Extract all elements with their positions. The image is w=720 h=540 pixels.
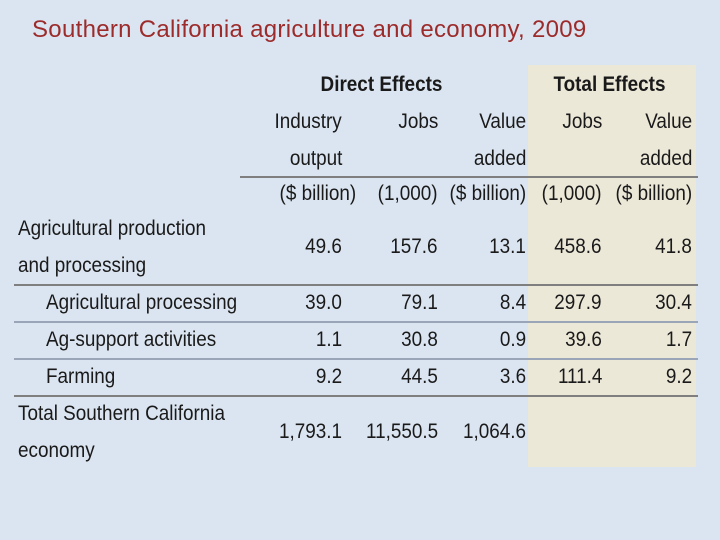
cell-total-jobs: 297.9 bbox=[554, 291, 602, 314]
col-industry-header-line2: output bbox=[289, 147, 342, 170]
unit-industry: ($ billion) bbox=[279, 182, 356, 205]
cell-total-value: 41.8 bbox=[655, 235, 692, 258]
cell-jobs: 11,550.5 bbox=[365, 420, 438, 443]
row-label-line2: and processing bbox=[18, 254, 147, 277]
cell-total-value: 9.2 bbox=[665, 365, 692, 388]
cell-jobs: 157.6 bbox=[390, 235, 438, 258]
economy-table: Direct Effects Total Effects Industry Jo… bbox=[14, 65, 698, 467]
cell-output: 1,793.1 bbox=[278, 420, 342, 443]
unit-jobs: (1,000) bbox=[378, 182, 438, 205]
row-label: Agricultural processing bbox=[46, 291, 238, 314]
cell-total-jobs: 111.4 bbox=[557, 365, 602, 388]
col-value-header-line2: added bbox=[473, 147, 526, 170]
cell-value: 0.9 bbox=[499, 328, 526, 351]
cell-value: 1,064.6 bbox=[462, 420, 526, 443]
cell-jobs: 30.8 bbox=[401, 328, 438, 351]
col-industry-header: Industry bbox=[274, 110, 342, 133]
unit-total-jobs: (1,000) bbox=[542, 182, 602, 205]
direct-effects-header: Direct Effects bbox=[320, 73, 442, 96]
unit-value: ($ billion) bbox=[449, 182, 526, 205]
row-label: Agricultural production bbox=[18, 217, 207, 240]
cell-total-jobs: 39.6 bbox=[565, 328, 602, 351]
header-divider bbox=[240, 176, 698, 178]
row-divider bbox=[14, 284, 698, 286]
cell-output: 39.0 bbox=[305, 291, 342, 314]
cell-value: 8.4 bbox=[499, 291, 526, 314]
col-total-jobs-header: Jobs bbox=[562, 110, 602, 133]
cell-total-jobs: 458.6 bbox=[554, 235, 602, 258]
row-label-line2: economy bbox=[18, 439, 95, 462]
unit-total-value: ($ billion) bbox=[615, 182, 692, 205]
col-total-value-header: Value bbox=[645, 110, 692, 133]
page-title: Southern California agriculture and econ… bbox=[32, 16, 587, 43]
col-value-header: Value bbox=[479, 110, 526, 133]
cell-total-value: 30.4 bbox=[655, 291, 692, 314]
row-label: Farming bbox=[46, 365, 116, 388]
total-effects-background bbox=[528, 65, 696, 467]
row-label: Total Southern California bbox=[18, 402, 225, 425]
col-jobs-header: Jobs bbox=[398, 110, 438, 133]
cell-jobs: 79.1 bbox=[401, 291, 438, 314]
cell-value: 3.6 bbox=[499, 365, 526, 388]
row-divider bbox=[14, 358, 698, 360]
cell-output: 9.2 bbox=[315, 365, 342, 388]
cell-value: 13.1 bbox=[489, 235, 526, 258]
cell-jobs: 44.5 bbox=[401, 365, 438, 388]
cell-output: 49.6 bbox=[305, 235, 342, 258]
cell-total-value: 1.7 bbox=[665, 328, 692, 351]
col-total-value-header-line2: added bbox=[639, 147, 692, 170]
cell-output: 1.1 bbox=[315, 328, 342, 351]
row-divider bbox=[14, 395, 698, 397]
total-effects-header: Total Effects bbox=[552, 73, 665, 96]
row-label: Ag-support activities bbox=[46, 328, 217, 351]
row-divider bbox=[14, 321, 698, 323]
